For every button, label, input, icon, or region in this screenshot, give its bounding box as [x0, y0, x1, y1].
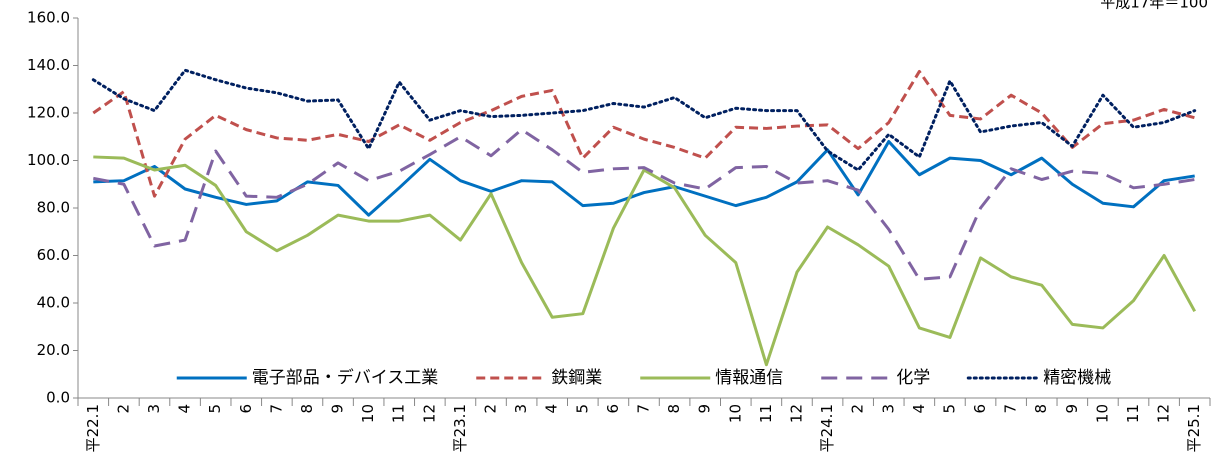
x-tick-label: 3: [512, 404, 530, 414]
x-tick-label: 11: [390, 404, 408, 423]
x-tick-label: 10: [1093, 404, 1111, 423]
y-tick-label: 60.0: [37, 246, 70, 264]
y-tick-label: 100.0: [27, 151, 70, 169]
x-tick-label: 4: [176, 404, 194, 414]
series-line: [93, 128, 1195, 281]
x-tick-label: 6: [237, 404, 255, 414]
x-tick-label: 3: [879, 404, 897, 414]
y-tick-label: 0.0: [46, 389, 70, 407]
series-line: [91, 68, 1197, 172]
x-tick-label: 2: [849, 404, 867, 414]
x-tick-label: 平23.1: [451, 404, 469, 452]
x-tick-label: 平22.1: [84, 404, 102, 452]
annotation: 平成17年＝100: [1100, 0, 1208, 12]
series-line: [93, 155, 1197, 367]
x-tick-label: 7: [267, 404, 285, 414]
y-tick-label: 80.0: [37, 199, 70, 217]
x-tick-label: 12: [420, 404, 438, 423]
x-tick-label: 10: [359, 404, 377, 423]
series-line: [93, 140, 1195, 217]
x-tick-label: 12: [787, 404, 805, 423]
legend-label: 化学: [896, 368, 930, 388]
legend: 電子部品・デバイス工業 鉄鋼業 情報通信 化学 精密機械: [176, 367, 1111, 388]
x-tick-label: 8: [1032, 404, 1050, 414]
series-line: [92, 69, 1196, 198]
x-tick-label: 6: [971, 404, 989, 414]
x-tick-label: 8: [665, 404, 683, 414]
y-tick-label: 160.0: [27, 9, 70, 27]
x-tick-label: 平24.1: [818, 404, 836, 452]
x-tick-label: 6: [604, 404, 622, 414]
legend-label: 電子部品・デバイス工業: [252, 367, 439, 388]
x-tick-label: 7: [1002, 404, 1020, 414]
x-tick-label: 12: [1155, 404, 1173, 423]
x-tick-label: 11: [1124, 404, 1142, 423]
x-tick-label: 5: [206, 404, 224, 414]
x-tick-label: 9: [329, 404, 347, 414]
x-tick-label: 5: [940, 404, 958, 414]
x-tick-label: 9: [1063, 404, 1081, 414]
x-tick-label: 平25.1: [1185, 404, 1203, 452]
x-tick-label: 10: [726, 404, 744, 423]
y-tick-label: 40.0: [37, 294, 70, 312]
x-tick-label: 4: [543, 404, 561, 414]
x-tick-label: 2: [114, 404, 132, 414]
x-tick-label: 3: [145, 404, 163, 414]
legend-label: 鉄鋼業: [551, 368, 602, 388]
x-tick-label: 8: [298, 404, 316, 414]
x-tick-label: 11: [757, 404, 775, 423]
x-tick-label: 9: [696, 404, 714, 414]
y-tick-label: 140.0: [27, 56, 70, 74]
x-tick-label: 4: [910, 404, 928, 414]
y-tick-label: 120.0: [27, 104, 70, 122]
x-tick-label: 2: [482, 404, 500, 414]
x-tick-label: 5: [573, 404, 591, 414]
x-tick-label: 7: [635, 404, 653, 414]
legend-label: 精密機械: [1043, 368, 1111, 388]
y-tick-label: 20.0: [37, 341, 70, 359]
legend-label: 情報通信: [715, 368, 783, 388]
